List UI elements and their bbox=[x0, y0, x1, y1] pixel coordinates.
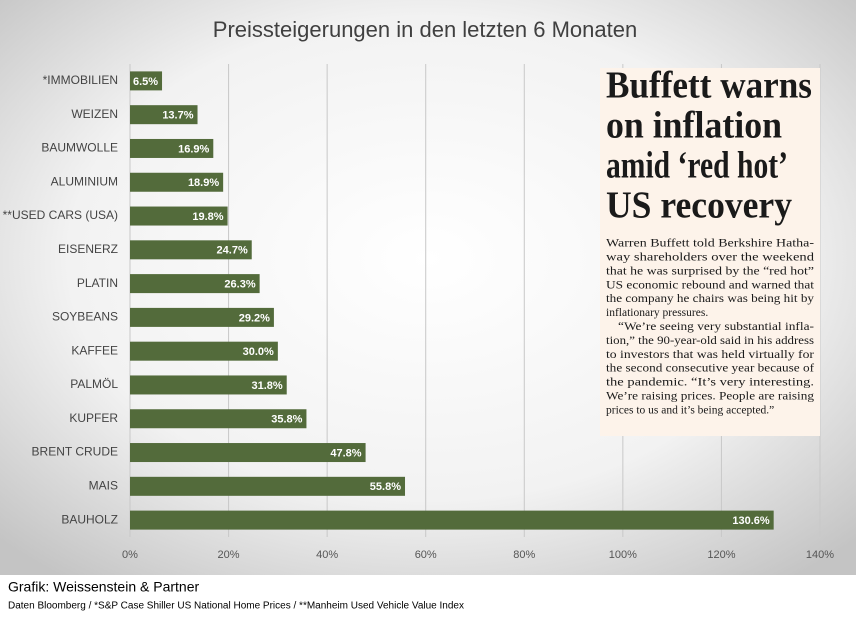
bar bbox=[130, 138, 214, 158]
x-tick-label: 60% bbox=[415, 549, 437, 561]
headline: on inflation bbox=[606, 105, 782, 147]
headline: Buffett warns bbox=[606, 65, 812, 107]
x-tick-label: 0% bbox=[122, 549, 138, 561]
body-line: We’re raising prices. People are raising bbox=[606, 391, 814, 403]
body-line: the pandemic. “It’s very interesting. bbox=[606, 377, 814, 389]
bar bbox=[130, 476, 406, 496]
x-tick-label: 40% bbox=[316, 549, 338, 561]
chart-title: Preissteigerungen in den letzten 6 Monat… bbox=[213, 17, 637, 42]
y-tick-label: PALMÖL bbox=[70, 377, 118, 391]
y-tick-label: EISENERZ bbox=[58, 242, 118, 256]
news-clipping bbox=[600, 68, 820, 436]
body-line: to investors that was held virtually for bbox=[606, 349, 814, 361]
bar bbox=[130, 71, 163, 91]
x-tick-label: 140% bbox=[806, 549, 834, 561]
value-label: 31.8% bbox=[252, 380, 283, 392]
value-label: 30.0% bbox=[243, 346, 274, 358]
bar bbox=[130, 206, 228, 226]
body-line: inflationary pressures. bbox=[606, 307, 708, 319]
value-label: 16.9% bbox=[178, 143, 209, 155]
y-tick-label: PLATIN bbox=[77, 276, 118, 290]
bar bbox=[130, 172, 224, 192]
value-label: 6.5% bbox=[133, 76, 158, 88]
y-tick-label: SOYBEANS bbox=[52, 310, 118, 324]
headline: US recovery bbox=[606, 185, 792, 227]
source: Daten Bloomberg / *S&P Case Shiller US N… bbox=[8, 601, 464, 612]
y-tick-label: KAFFEE bbox=[71, 343, 118, 357]
y-tick-label: WEIZEN bbox=[71, 107, 118, 121]
x-tick-label: 20% bbox=[218, 549, 240, 561]
x-tick-label: 120% bbox=[707, 549, 735, 561]
body-line: the second consecutive year because of bbox=[606, 363, 814, 375]
bar bbox=[130, 274, 260, 294]
headline: amid ‘red hot’ bbox=[606, 145, 788, 187]
body-line: US economic rebound and warned that bbox=[606, 279, 815, 291]
value-label: 24.7% bbox=[217, 245, 248, 257]
value-label: 130.6% bbox=[732, 515, 770, 527]
y-tick-label: MAIS bbox=[89, 478, 118, 492]
value-label: 18.9% bbox=[188, 177, 219, 189]
body-line: way shareholders over the weekend bbox=[606, 252, 814, 264]
value-label: 19.8% bbox=[192, 211, 223, 223]
body-line: the company he chairs was being hit by bbox=[606, 293, 814, 305]
y-tick-label: BAUHOLZ bbox=[61, 512, 118, 526]
bar bbox=[130, 375, 287, 395]
value-label: 55.8% bbox=[370, 481, 401, 493]
y-tick-label: BRENT CRUDE bbox=[32, 445, 118, 459]
bar bbox=[130, 341, 278, 361]
y-tick-label: BAUMWOLLE bbox=[41, 141, 118, 155]
bar bbox=[130, 240, 252, 260]
body-line: Warren Buffett told Berkshire Hatha- bbox=[606, 238, 814, 250]
value-label: 26.3% bbox=[224, 279, 255, 291]
y-tick-label: **USED CARS (USA) bbox=[3, 208, 118, 222]
y-tick-label: ALUMINIUM bbox=[51, 174, 118, 188]
credit: Grafik: Weissenstein & Partner bbox=[8, 579, 199, 595]
y-tick-label: KUPFER bbox=[69, 411, 118, 425]
body-line: prices to us and it’s being accepted.” bbox=[606, 404, 774, 416]
x-tick-label: 100% bbox=[609, 549, 637, 561]
bar bbox=[130, 409, 307, 429]
bar bbox=[130, 510, 774, 530]
body-line: tion,” the 90-year-old said in his addre… bbox=[606, 335, 815, 347]
bar bbox=[130, 105, 198, 125]
value-label: 29.2% bbox=[239, 312, 270, 324]
y-tick-label: *IMMOBILIEN bbox=[43, 73, 118, 87]
bar bbox=[130, 443, 366, 463]
value-label: 35.8% bbox=[271, 414, 302, 426]
body-line: that he was surprised by the “red hot” bbox=[606, 265, 814, 277]
value-label: 47.8% bbox=[330, 447, 361, 459]
value-label: 13.7% bbox=[162, 110, 193, 122]
x-tick-label: 80% bbox=[513, 549, 535, 561]
body-line: “We’re seeing very substantial infla- bbox=[618, 321, 814, 333]
bar bbox=[130, 307, 274, 327]
